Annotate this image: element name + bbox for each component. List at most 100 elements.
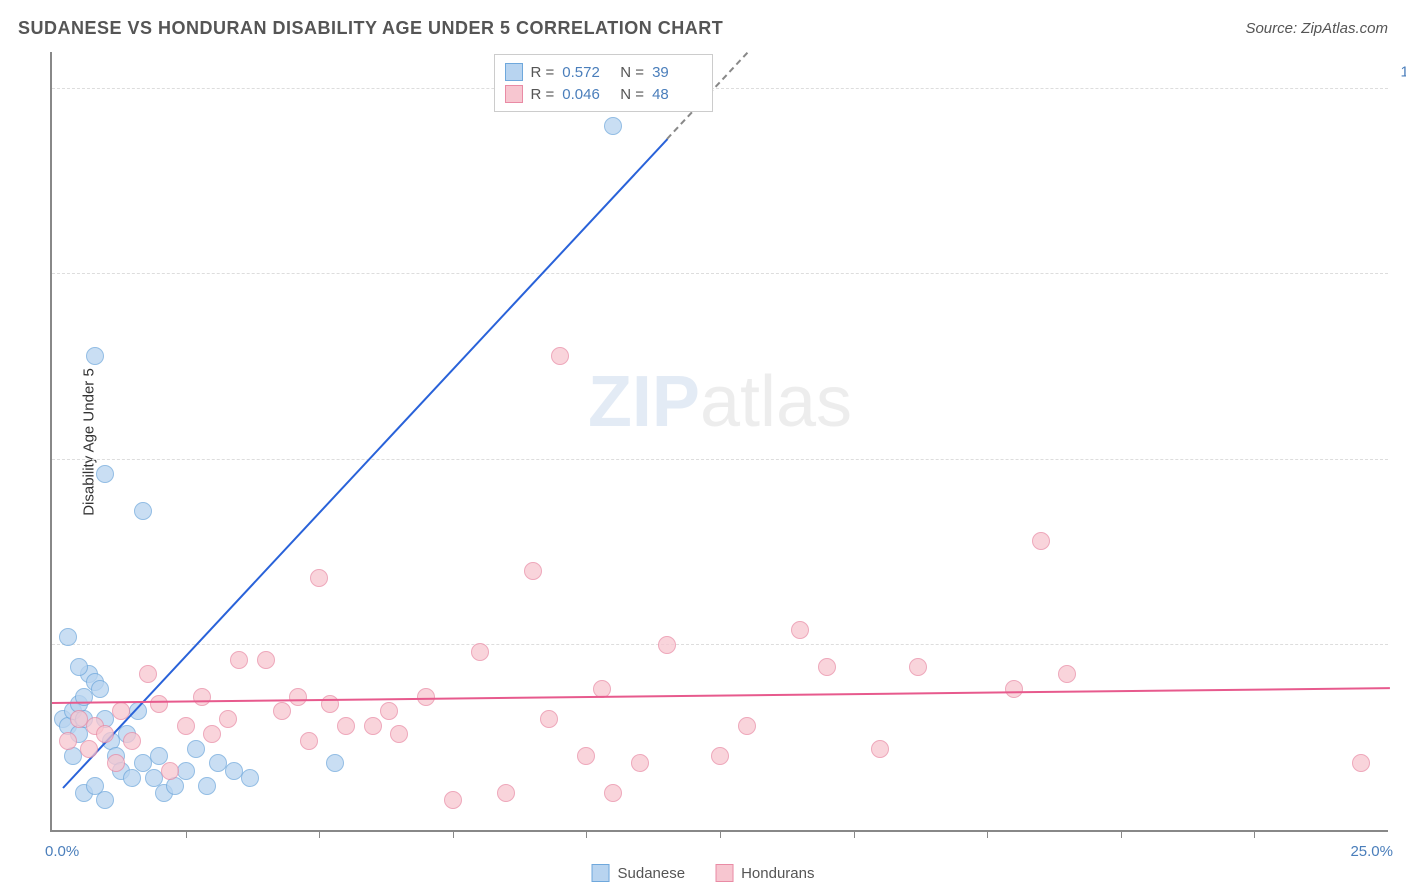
gridline <box>52 88 1388 89</box>
data-point <box>289 688 307 706</box>
data-point <box>738 717 756 735</box>
legend-item: Sudanese <box>592 864 686 882</box>
r-value: 0.572 <box>562 64 612 81</box>
data-point <box>1058 665 1076 683</box>
data-point <box>96 791 114 809</box>
data-point <box>540 710 558 728</box>
data-point <box>80 740 98 758</box>
data-point <box>444 791 462 809</box>
x-tick <box>453 830 454 838</box>
data-point <box>364 717 382 735</box>
data-point <box>161 762 179 780</box>
x-tick <box>987 830 988 838</box>
stats-legend: R = 0.572 N = 39 R = 0.046 N = 48 <box>494 54 714 112</box>
data-point <box>193 688 211 706</box>
x-tick <box>720 830 721 838</box>
data-point <box>471 643 489 661</box>
data-point <box>711 747 729 765</box>
legend-swatch <box>505 63 523 81</box>
gridline <box>52 459 1388 460</box>
data-point <box>203 725 221 743</box>
data-point <box>326 754 344 772</box>
legend-swatch <box>505 85 523 103</box>
data-point <box>107 754 125 772</box>
legend-swatch <box>715 864 733 882</box>
n-value: 39 <box>652 64 702 81</box>
n-value: 48 <box>652 86 702 103</box>
trend-line <box>52 687 1390 704</box>
x-origin-label: 0.0% <box>45 843 79 860</box>
r-value: 0.046 <box>562 86 612 103</box>
x-tick <box>186 830 187 838</box>
data-point <box>1005 680 1023 698</box>
legend-item: Hondurans <box>715 864 814 882</box>
data-point <box>70 658 88 676</box>
data-point <box>1352 754 1370 772</box>
data-point <box>123 769 141 787</box>
x-max-label: 25.0% <box>1350 843 1393 860</box>
data-point <box>59 732 77 750</box>
data-point <box>1032 532 1050 550</box>
data-point <box>86 347 104 365</box>
data-point <box>150 695 168 713</box>
data-point <box>273 702 291 720</box>
data-point <box>187 740 205 758</box>
data-point <box>524 562 542 580</box>
data-point <box>219 710 237 728</box>
stats-legend-row: R = 0.572 N = 39 <box>505 61 703 83</box>
data-point <box>497 784 515 802</box>
data-point <box>123 732 141 750</box>
source-attribution: Source: ZipAtlas.com <box>1245 20 1388 37</box>
data-point <box>139 665 157 683</box>
legend-label: Sudanese <box>618 865 686 882</box>
data-point <box>871 740 889 758</box>
x-tick <box>1254 830 1255 838</box>
n-label: N = <box>620 64 644 81</box>
r-label: R = <box>531 64 555 81</box>
data-point <box>134 502 152 520</box>
x-tick <box>854 830 855 838</box>
data-point <box>177 762 195 780</box>
stats-legend-row: R = 0.046 N = 48 <box>505 83 703 105</box>
legend-label: Hondurans <box>741 865 814 882</box>
plot-area: ZIPatlas 2.5%5.0%7.5%10.0%R =0.572N =39R… <box>50 52 1388 832</box>
data-point <box>241 769 259 787</box>
x-tick <box>586 830 587 838</box>
chart-title: SUDANESE VS HONDURAN DISABILITY AGE UNDE… <box>18 18 723 39</box>
data-point <box>390 725 408 743</box>
data-point <box>198 777 216 795</box>
data-point <box>300 732 318 750</box>
data-point <box>551 347 569 365</box>
gridline <box>52 273 1388 274</box>
r-label: R = <box>531 86 555 103</box>
gridline <box>52 644 1388 645</box>
data-point <box>96 465 114 483</box>
plot-container: Disability Age Under 5 ZIPatlas 2.5%5.0%… <box>50 52 1388 832</box>
legend-swatch <box>592 864 610 882</box>
data-point <box>658 636 676 654</box>
data-point <box>257 651 275 669</box>
data-point <box>230 651 248 669</box>
data-point <box>380 702 398 720</box>
data-point <box>321 695 339 713</box>
watermark: ZIPatlas <box>588 361 852 443</box>
data-point <box>818 658 836 676</box>
trend-line <box>62 138 668 789</box>
data-point <box>909 658 927 676</box>
data-point <box>604 784 622 802</box>
data-point <box>337 717 355 735</box>
data-point <box>177 717 195 735</box>
bottom-legend: Sudanese Hondurans <box>592 864 815 882</box>
data-point <box>112 702 130 720</box>
data-point <box>417 688 435 706</box>
data-point <box>310 569 328 587</box>
y-tick-label: 10.0% <box>1400 64 1406 81</box>
data-point <box>604 117 622 135</box>
data-point <box>631 754 649 772</box>
data-point <box>59 628 77 646</box>
x-tick <box>1121 830 1122 838</box>
data-point <box>96 725 114 743</box>
data-point <box>577 747 595 765</box>
x-tick <box>319 830 320 838</box>
n-label: N = <box>620 86 644 103</box>
